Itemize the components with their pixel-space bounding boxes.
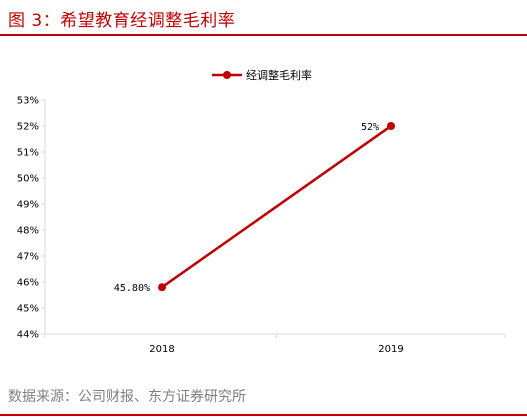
y-tick-label: 44% <box>17 330 39 341</box>
data-label: 52% <box>361 122 379 133</box>
y-tick-label: 51% <box>17 148 39 159</box>
y-tick-label: 47% <box>17 252 39 263</box>
y-tick-label: 48% <box>17 226 39 237</box>
legend-swatch-marker <box>223 71 231 79</box>
y-tick-label: 46% <box>17 278 39 289</box>
legend-label: 经调整毛利率 <box>246 68 312 82</box>
y-tick-label: 50% <box>17 174 39 185</box>
y-tick-label: 53% <box>17 96 39 107</box>
line-chart: 44% 45% 46% 47% 48% 49% 50% 51% 52% 53% 2018 2019 45… <box>17 68 506 355</box>
source-note: 数据来源：公司财报、东方证券研究所 <box>8 389 246 405</box>
data-point <box>387 122 395 130</box>
y-tick-label: 49% <box>17 200 39 211</box>
title-divider <box>0 34 527 36</box>
bottom-divider <box>0 414 527 416</box>
data-point <box>158 283 166 292</box>
x-tick-label: 2019 <box>378 344 403 355</box>
x-tick-label: 2018 <box>149 344 174 355</box>
series-line <box>161 124 392 289</box>
figure-title: 图 3：希望教育经调整毛利率 <box>8 11 236 31</box>
y-tick-label: 45% <box>17 304 39 315</box>
data-label: 45.80% <box>114 283 150 294</box>
y-tick-label: 52% <box>17 122 39 133</box>
